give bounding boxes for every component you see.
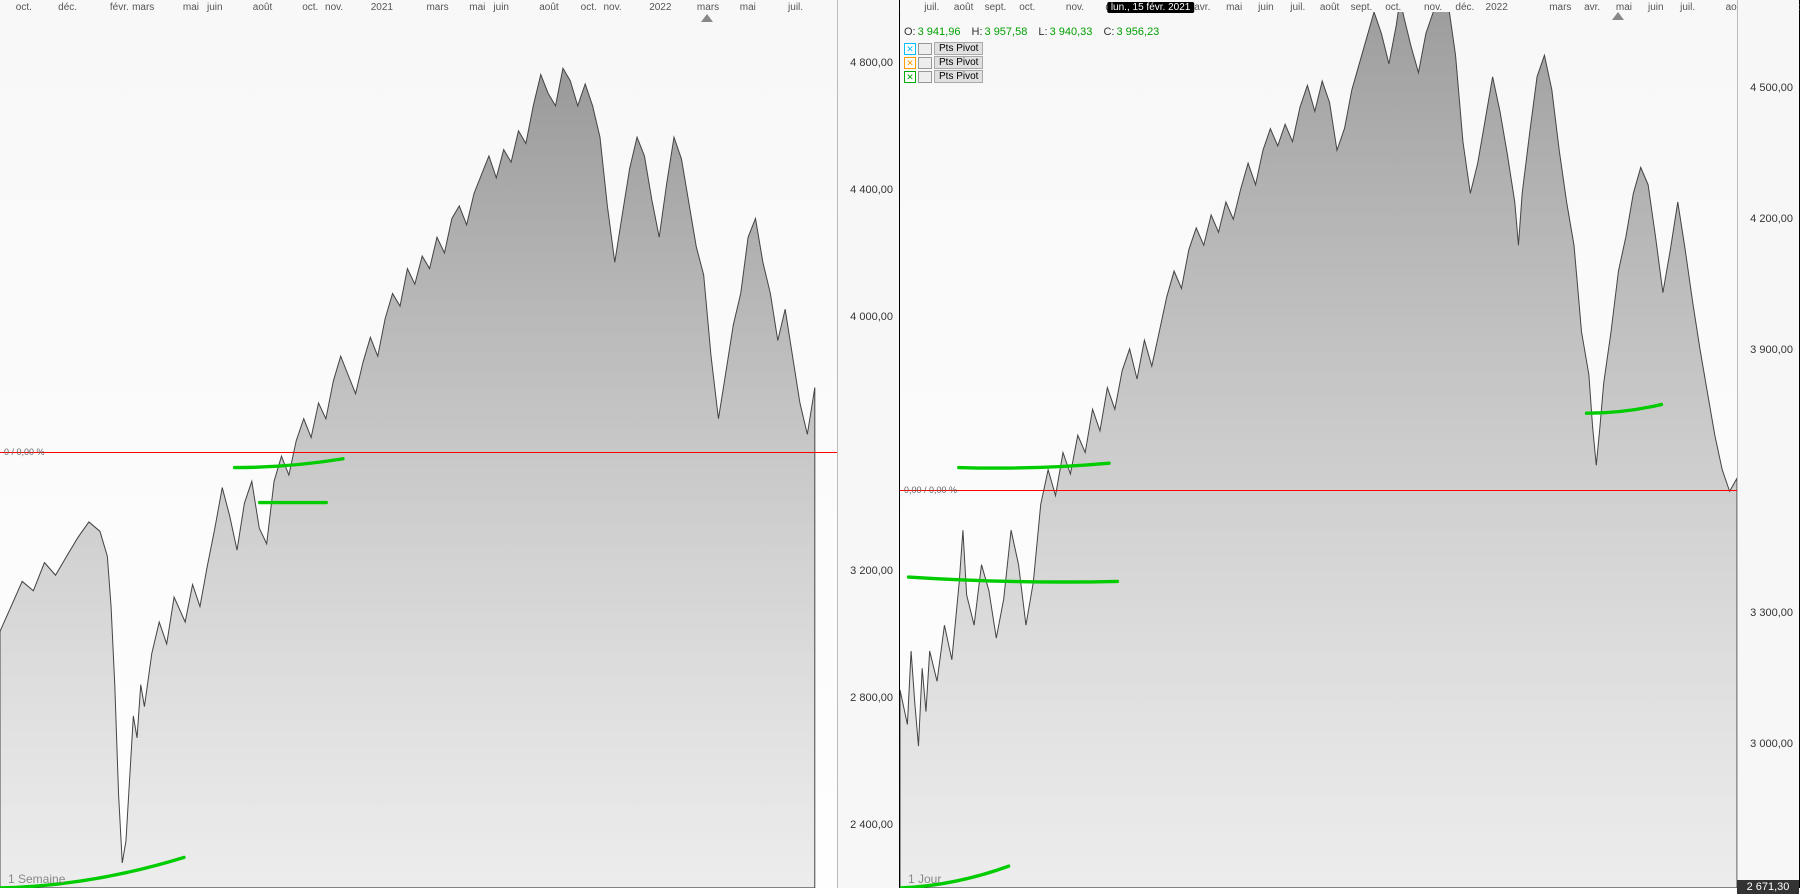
y-axis-right: 2 671,303 000,003 300,003 900,004 200,00…: [1737, 0, 1799, 888]
plot-area-right[interactable]: 3 592,26 0,00 / 0,00 % O:3 941,96 H:3 95…: [900, 12, 1737, 888]
y-tick-label: 4 400,00: [850, 184, 893, 196]
chart-svg-left: [0, 12, 837, 888]
y-tick-label: 4 800,00: [850, 57, 893, 69]
y-axis-left: 2 400,00 2 800,00 3 200,00 4 000,00 4 400,00…: [837, 0, 899, 888]
y-tick-label: 3 000,00: [1750, 738, 1793, 750]
indicator-badges: ✕Pts Pivot✕Pts Pivot✕Pts Pivot: [904, 42, 983, 84]
indicator-badge[interactable]: ✕Pts Pivot: [904, 70, 983, 83]
chart-panel-weekly[interactable]: oct.déc.févr.marsmaijuinaoûtoct.nov.2021…: [0, 0, 900, 888]
y-bottom-tag: 2 671,30: [1737, 880, 1799, 894]
indicator-badge[interactable]: ✕Pts Pivot: [904, 42, 983, 55]
x-axis-left: oct.déc.févr.marsmaijuinaoûtoct.nov.2021…: [0, 0, 899, 12]
timeframe-label-right: 1 Jour: [908, 872, 941, 886]
timeframe-label-left: 1 Semaine: [8, 872, 65, 886]
pivot-label-left: 0 / 0,00 %: [4, 447, 45, 457]
plot-area-left[interactable]: 3 592,26 0 / 0,00 % 1 Semaine: [0, 12, 837, 888]
arrow-marker-left: [701, 14, 713, 22]
chart-panel-daily[interactable]: juil.aoûtsept.oct.nov.déc.avr.maijuinjui…: [900, 0, 1800, 888]
y-tick-label: 4 500,00: [1750, 82, 1793, 94]
y-tick-label: 2 800,00: [850, 692, 893, 704]
y-tick-label: 2 400,00: [850, 819, 893, 831]
arrow-marker-right-top: [1612, 12, 1624, 20]
pivot-line-left: 3 592,26: [0, 452, 837, 453]
y-tick-label: 3 900,00: [1750, 344, 1793, 356]
y-tick-label: 3 300,00: [1750, 607, 1793, 619]
y-tick-label: 4 200,00: [1750, 213, 1793, 225]
y-tick-label: 3 200,00: [850, 565, 893, 577]
y-tick-label: 4 000,00: [850, 311, 893, 323]
pivot-line-right: 3 592,26: [900, 490, 1737, 491]
chart-svg-right: [900, 12, 1737, 888]
x-axis-right: juil.aoûtsept.oct.nov.déc.avr.maijuinjui…: [900, 0, 1799, 12]
pivot-label-right: 0,00 / 0,00 %: [904, 485, 957, 495]
indicator-badge[interactable]: ✕Pts Pivot: [904, 56, 983, 69]
ohlc-bar: O:3 941,96 H:3 957,58 L:3 940,33 C:3 956…: [904, 26, 1167, 38]
